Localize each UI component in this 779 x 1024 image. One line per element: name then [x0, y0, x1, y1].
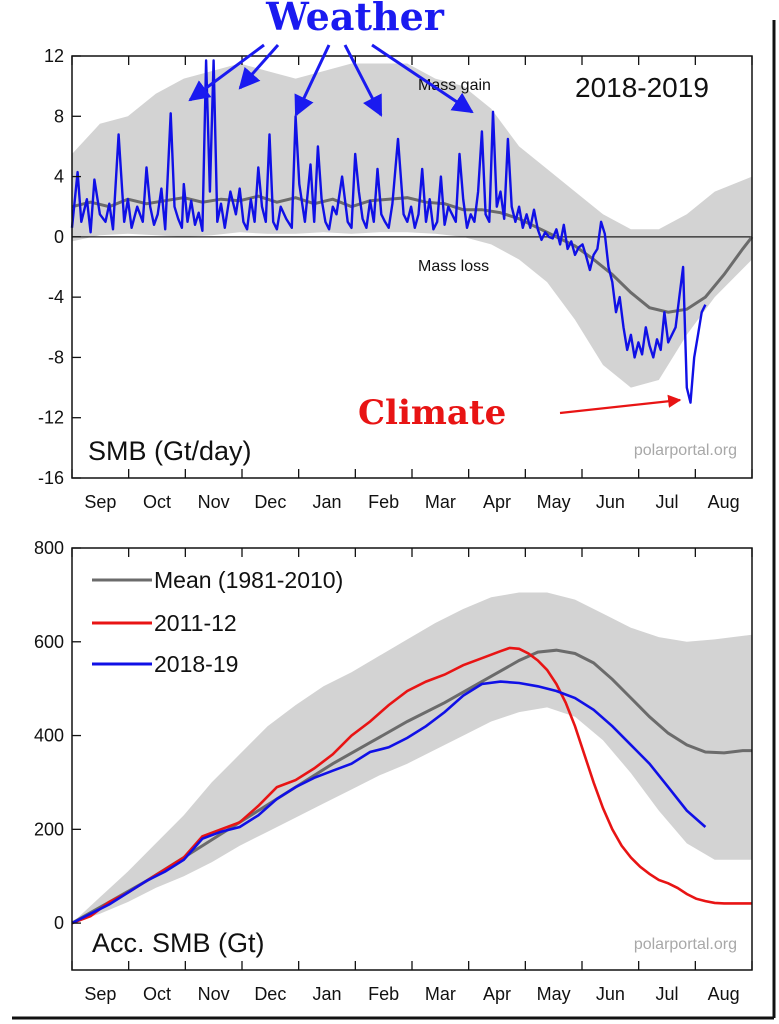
weather-arrow-4 [343, 44, 383, 117]
legend-label-mean: Mean (1981-2010) [154, 567, 343, 593]
x-tick-label-may: May [537, 984, 571, 1004]
x-tick-label-jun: Jun [596, 984, 625, 1004]
y-tick-label: 12 [44, 46, 64, 66]
x-tick-label-aug: Aug [708, 492, 740, 512]
x-tick-label-nov: Nov [198, 984, 230, 1004]
x-tick-label-jul: Jul [655, 984, 678, 1004]
weather-arrow-1 [188, 43, 265, 102]
daily-smb-panel: 12 8 4 0 -4 -8 -12 -16 Sep Oct Nov Dec Jan Feb Mar Apr M… [38, 46, 754, 512]
acc-smb-2011-12-line [71, 646, 752, 925]
y-tick-label: 200 [34, 819, 64, 839]
daily-smb-2018-2019-line [70, 59, 707, 404]
daily-smb-title: SMB (Gt/day) [88, 436, 252, 466]
y-tick-label: 400 [34, 726, 64, 746]
mass-loss-label: Mass loss [418, 258, 489, 275]
acc-smb-2018-19-line [71, 680, 707, 925]
acc-smb-panel: 800 600 400 200 0 Sep Oct Nov Dec Jan Feb Mar Apr May… [34, 538, 753, 1004]
x-tick-label-dec: Dec [254, 984, 286, 1004]
x-tick-label-sep: Sep [84, 492, 116, 512]
x-tick-label-apr: Apr [483, 984, 511, 1004]
season-year-label: 2018-2019 [575, 72, 709, 103]
y-tick-label: 8 [54, 106, 64, 126]
x-tick-label-dec: Dec [254, 492, 286, 512]
x-tick-label-jan: Jan [312, 984, 341, 1004]
weather-arrow-5 [371, 43, 474, 114]
mass-gain-label: Mass gain [418, 77, 491, 94]
acc-smb-axis-ticks: 800 600 400 200 0 Sep Oct Nov Dec Jan Feb Mar Apr May… [34, 538, 753, 1004]
x-tick-label-oct: Oct [143, 492, 171, 512]
acc-smb-title: Acc. SMB (Gt) [92, 928, 265, 958]
y-tick-label: 0 [54, 913, 64, 933]
polarportal-watermark-top: polarportal.org [634, 442, 737, 459]
y-tick-label: 4 [54, 167, 64, 187]
daily-smb-range-band [72, 63, 752, 388]
y-tick-label: 600 [34, 632, 64, 652]
acc-smb-legend: Mean (1981-2010) 2011-12 2018-19 [92, 567, 343, 677]
weather-arrow-3 [294, 44, 331, 117]
y-tick-label: 0 [54, 227, 64, 247]
x-tick-label-aug: Aug [708, 984, 740, 1004]
climate-arrow [559, 394, 682, 415]
legend-label-2011-12: 2011-12 [154, 610, 237, 636]
y-tick-label: -16 [38, 468, 64, 488]
x-tick-label-jun: Jun [596, 492, 625, 512]
x-tick-label-jul: Jul [655, 492, 678, 512]
x-tick-label-may: May [537, 492, 571, 512]
y-tick-label: 800 [34, 538, 64, 558]
climate-annotation: Climate [358, 393, 506, 433]
weather-arrows [188, 43, 474, 117]
x-tick-label-apr: Apr [483, 492, 511, 512]
x-tick-label-feb: Feb [368, 492, 399, 512]
weather-arrow-2 [238, 44, 280, 90]
x-tick-label-mar: Mar [425, 492, 456, 512]
x-tick-label-mar: Mar [425, 984, 456, 1004]
x-tick-label-jan: Jan [312, 492, 341, 512]
acc-smb-range-band [72, 592, 752, 924]
weather-annotation: Weather [265, 0, 445, 39]
legend-label-2018-19: 2018-19 [154, 651, 238, 677]
y-tick-label: -12 [38, 408, 64, 428]
x-tick-label-sep: Sep [84, 984, 116, 1004]
x-tick-label-oct: Oct [143, 984, 171, 1004]
y-tick-label: -4 [48, 287, 64, 307]
x-tick-label-feb: Feb [368, 984, 399, 1004]
x-tick-label-nov: Nov [198, 492, 230, 512]
daily-smb-axis-ticks: 12 8 4 0 -4 -8 -12 -16 Sep Oct Nov Dec Jan Feb Mar Apr M… [38, 46, 753, 512]
daily-smb-mean-line [71, 194, 754, 314]
y-tick-label: -8 [48, 347, 64, 367]
polarportal-watermark-bottom: polarportal.org [634, 936, 737, 953]
